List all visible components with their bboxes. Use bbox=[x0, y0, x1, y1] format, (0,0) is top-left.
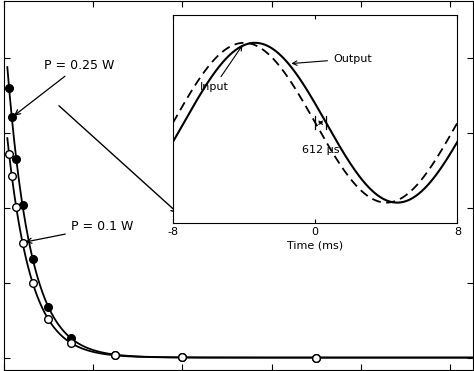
X-axis label: Time (ms): Time (ms) bbox=[287, 240, 343, 250]
Text: P = 0.1 W: P = 0.1 W bbox=[27, 220, 133, 243]
Text: P = 0.25 W: P = 0.25 W bbox=[15, 59, 114, 115]
Text: 612 μs: 612 μs bbox=[302, 145, 339, 155]
Text: Output: Output bbox=[292, 54, 372, 65]
Text: Input: Input bbox=[200, 46, 242, 92]
